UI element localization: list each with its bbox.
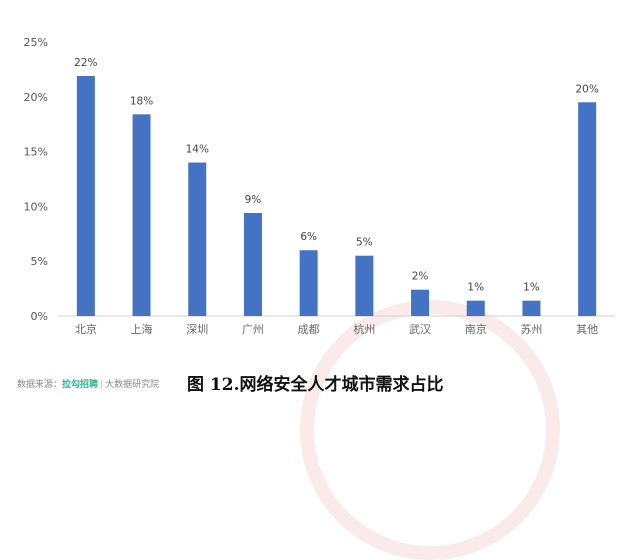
bar-上海: [132, 114, 151, 316]
data-label: 9%: [245, 194, 262, 206]
figure-caption: 图 12.网络安全人才城市需求占比: [187, 375, 444, 395]
x-tick-label: 上海: [131, 322, 153, 336]
source-separator: |: [100, 380, 104, 390]
bar-广州: [243, 212, 262, 316]
x-tick-label: 广州: [242, 323, 264, 336]
source-note: 数据来源：拉勾招聘 | 大数据研究院: [17, 377, 159, 390]
source-brand: 拉勾招聘: [62, 380, 99, 390]
y-tick-label: 15%: [24, 146, 48, 159]
x-tick-label: 杭州: [353, 322, 375, 336]
data-label: 18%: [130, 95, 153, 107]
data-label: 5%: [356, 237, 373, 249]
x-tick-label: 南京: [465, 322, 487, 336]
bar-南京: [466, 300, 485, 316]
bar-苏州: [522, 300, 541, 316]
data-label: 6%: [300, 231, 317, 243]
x-tick-label: 武汉: [409, 323, 431, 336]
source-prefix: 数据来源：: [17, 380, 63, 390]
bar-北京: [76, 75, 95, 316]
y-tick-label: 5%: [31, 255, 48, 268]
data-label: 20%: [575, 83, 598, 95]
bar-其他: [578, 102, 597, 316]
x-tick-label: 其他: [576, 323, 598, 336]
bar-杭州: [355, 255, 374, 316]
data-label: 1%: [523, 282, 540, 294]
x-tick-label: 成都: [298, 323, 320, 336]
data-label: 2%: [412, 271, 429, 283]
bar-深圳: [188, 162, 207, 316]
data-label: 22%: [74, 57, 97, 69]
data-label: 1%: [467, 282, 484, 294]
bar-成都: [299, 250, 318, 316]
source-org: 大数据研究院: [105, 380, 160, 390]
y-tick-label: 0%: [31, 310, 48, 323]
data-label: 14%: [186, 144, 209, 156]
y-tick-label: 25%: [24, 36, 48, 49]
x-tick-label: 北京: [75, 322, 97, 336]
x-tick-label: 苏州: [520, 323, 542, 336]
x-tick-label: 深圳: [186, 323, 208, 336]
y-tick-label: 20%: [24, 91, 48, 104]
bar-武汉: [411, 289, 430, 316]
bar-chart: 0% 5% 10% 15% 20% 25% 22% 北京 18% 上海 14% 深圳 9% 广州 6% 成都 5…: [24, 36, 615, 336]
y-tick-label: 10%: [24, 200, 48, 213]
